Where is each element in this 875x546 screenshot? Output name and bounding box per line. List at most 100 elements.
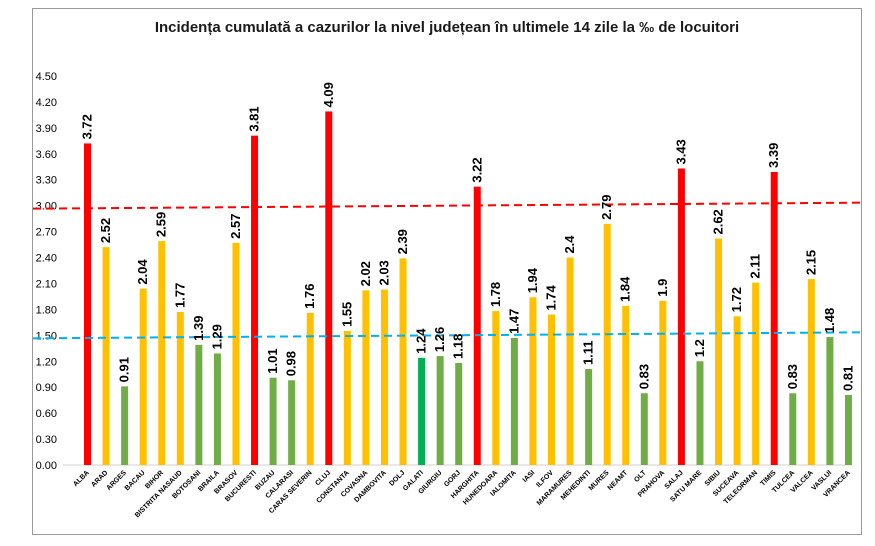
data-label: 1.11 — [581, 340, 596, 365]
data-label: 1.24 — [414, 328, 429, 354]
bar-covasna — [362, 290, 370, 465]
data-label: 2.11 — [748, 254, 763, 279]
data-label: 2.4 — [562, 235, 577, 254]
y-tick-label: 0.30 — [36, 434, 57, 446]
data-label: 3.72 — [80, 114, 95, 139]
data-label: 3.39 — [766, 143, 781, 168]
data-label: 2.57 — [228, 214, 243, 239]
category-label: OLT — [633, 469, 648, 484]
bar-valcea — [807, 279, 815, 465]
data-label: 1.76 — [302, 284, 317, 309]
y-tick-label: 3.90 — [36, 123, 57, 135]
bar-satu-mare — [696, 361, 704, 465]
data-label: 1.78 — [488, 282, 503, 307]
bar-harghita — [473, 186, 481, 465]
data-label: 4.09 — [321, 82, 336, 107]
bar-calarasi — [288, 380, 296, 465]
y-tick-label: 2.70 — [36, 227, 57, 239]
bar-cluj — [325, 111, 333, 465]
data-label: 2.04 — [135, 259, 150, 285]
bar-mures — [603, 223, 611, 465]
y-tick-label: 3.00 — [36, 201, 57, 213]
bar-galati — [418, 357, 426, 465]
y-tick-label: 1.80 — [36, 304, 57, 316]
data-label: 2.59 — [154, 212, 169, 237]
data-label: 0.91 — [117, 357, 132, 382]
data-label: 1.39 — [191, 316, 206, 341]
y-tick-label: 4.20 — [36, 97, 57, 109]
threshold-line-3 — [33, 201, 861, 210]
data-label: 1.55 — [339, 302, 354, 327]
bar-chart: 0.00 0.30 0.60 0.90 1.20 1.50 1.80 2.10 2.40 2.70… — [33, 71, 861, 519]
y-tick-label: 4.50 — [36, 71, 57, 83]
bar-caras-severin — [306, 312, 314, 465]
data-label: 2.02 — [358, 261, 373, 286]
data-label: 1.29 — [209, 324, 224, 349]
data-label: 3.22 — [469, 157, 484, 182]
bar-arges — [121, 386, 129, 465]
data-label: 1.74 — [544, 285, 559, 311]
y-tick-label: 0.60 — [36, 408, 57, 420]
bar-prahova — [659, 300, 667, 465]
bar-ialomita — [510, 337, 518, 465]
bar-bucuresti — [251, 135, 259, 465]
bar-alba — [84, 143, 91, 465]
y-tick-label: 1.50 — [36, 330, 57, 342]
data-label: 1.48 — [822, 308, 837, 333]
data-label: 0.98 — [284, 351, 299, 376]
data-label: 3.43 — [673, 139, 688, 164]
data-label: 1.26 — [432, 327, 447, 352]
bar-teleorman — [752, 282, 760, 465]
bar-olt — [640, 393, 648, 465]
y-tick-label: 0.00 — [36, 460, 57, 472]
data-label: 0.81 — [840, 366, 855, 391]
data-label: 2.79 — [599, 195, 614, 220]
data-label: 1.01 — [265, 348, 280, 373]
y-tick-label: 0.90 — [36, 382, 57, 394]
data-label: 2.03 — [376, 260, 391, 285]
bar-hunedoara — [492, 311, 500, 465]
y-tick-label: 2.10 — [36, 278, 57, 290]
bar-bistrita-nasaud — [176, 311, 184, 465]
data-label: 0.83 — [785, 364, 800, 389]
data-label: 1.2 — [692, 339, 707, 357]
bar-vrancea — [844, 394, 852, 465]
data-label: 2.39 — [395, 229, 410, 254]
data-label: 1.18 — [451, 334, 466, 359]
bar-tulcea — [789, 393, 797, 465]
bar-braila — [213, 353, 221, 465]
bar-buzau — [269, 377, 277, 465]
chart-title: Incidența cumulată a cazurilor la nivel … — [154, 19, 740, 36]
bar-constanta — [343, 331, 351, 465]
category-label: TELEORMAN — [723, 469, 759, 505]
data-label: 0.83 — [636, 364, 651, 389]
data-label: 2.52 — [98, 218, 113, 243]
bar-bihor — [158, 241, 166, 465]
bar-mehedinti — [585, 369, 593, 465]
bar-dambovita — [380, 289, 388, 465]
category-label: BACAU — [124, 469, 147, 492]
data-label: 2.15 — [803, 250, 818, 275]
bar-giurgiu — [436, 356, 444, 465]
category-label: ALBA — [72, 469, 91, 488]
data-label: 1.9 — [655, 279, 670, 297]
bar-iasi — [529, 297, 537, 465]
threshold-line-1-5 — [33, 331, 861, 340]
y-tick-label: 3.60 — [36, 149, 57, 161]
bar-gorj — [455, 362, 463, 465]
category-label: NEAMT — [607, 469, 630, 492]
bar-ilfov — [548, 314, 555, 465]
data-label: 1.77 — [172, 283, 187, 308]
data-label: 1.84 — [618, 276, 633, 302]
bar-bacau — [139, 288, 147, 465]
bar-brasov — [232, 242, 240, 465]
bar-botosani — [195, 344, 203, 465]
data-label: 2.62 — [711, 209, 726, 234]
bar-timis — [770, 171, 778, 465]
bar-suceava — [733, 316, 741, 465]
data-label: 3.81 — [247, 106, 262, 131]
data-label: 1.72 — [729, 287, 744, 312]
y-tick-label: 3.30 — [36, 175, 57, 187]
bar-salaj — [677, 168, 685, 466]
y-tick-label: 2.40 — [36, 253, 57, 265]
